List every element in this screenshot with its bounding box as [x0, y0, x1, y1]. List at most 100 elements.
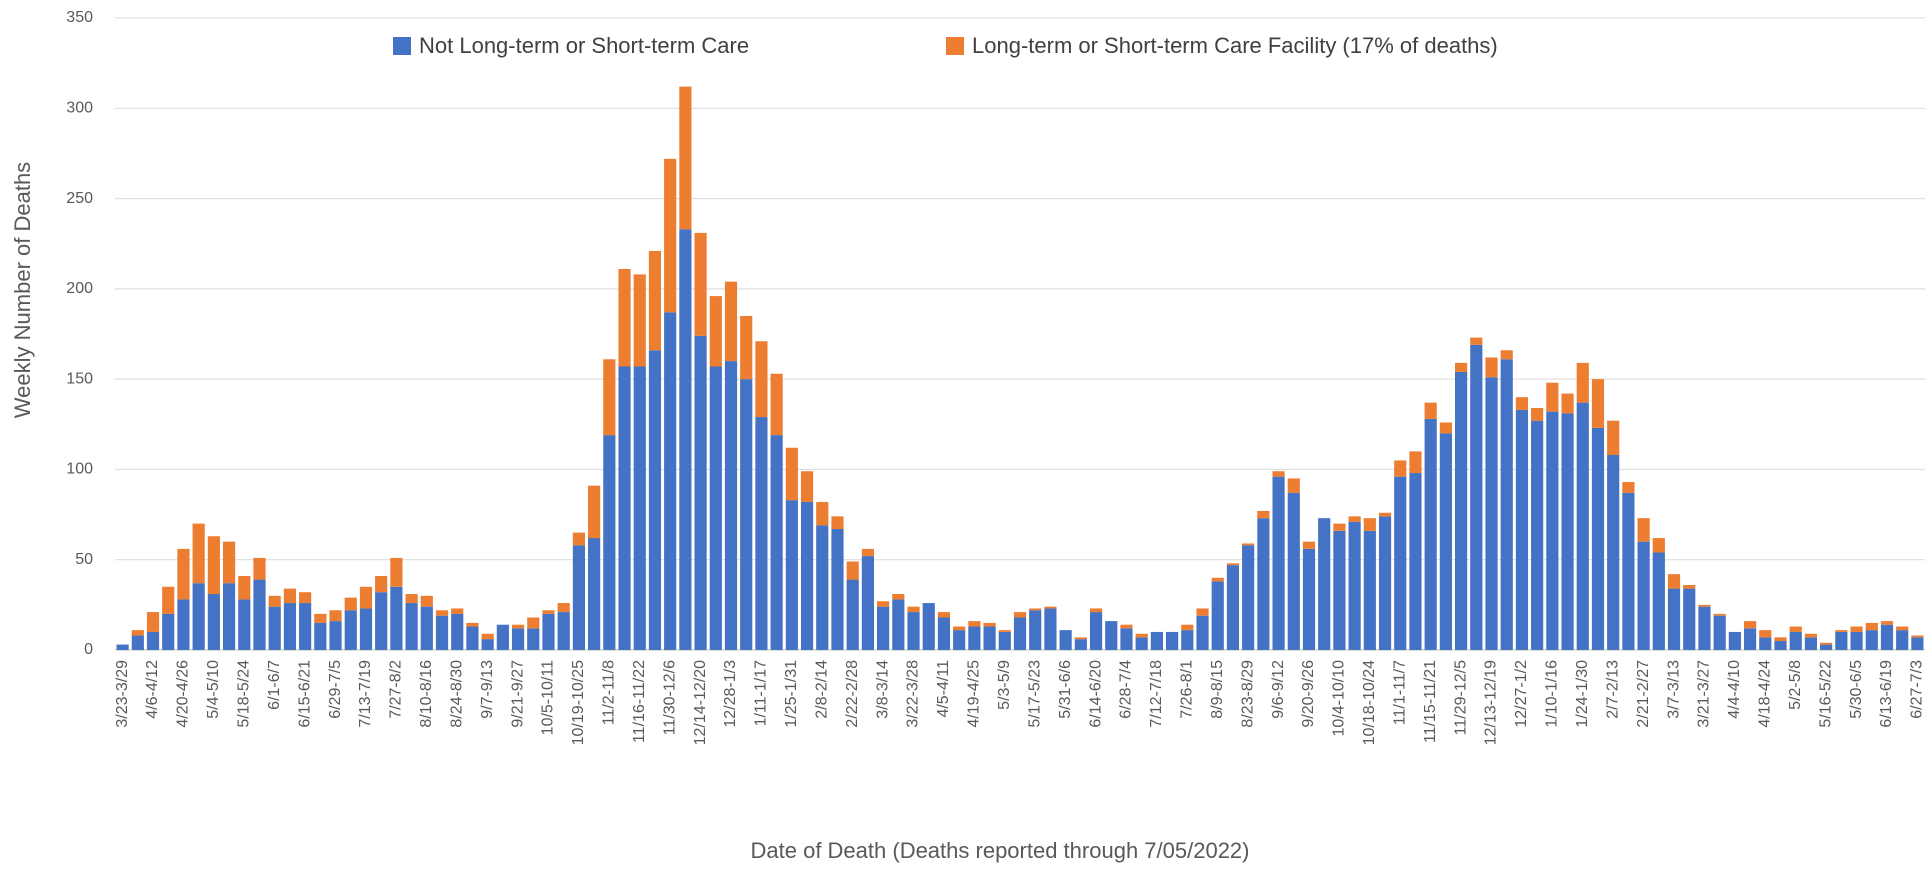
bar-segment [679, 86, 692, 230]
bar-segment [344, 597, 357, 611]
bar-segment [1667, 574, 1681, 589]
x-tick-label: 6/27-7/3 [1909, 660, 1926, 719]
bar-segment [1880, 621, 1894, 625]
bar-segment [1135, 637, 1148, 650]
bar-segment [1576, 362, 1589, 403]
bar-segment [1013, 617, 1027, 650]
bar-segment [466, 626, 479, 650]
bar-segment [1713, 615, 1726, 650]
bar-segment [877, 606, 890, 650]
bar-segment [664, 158, 677, 313]
x-tick-label: 6/1-6/7 [266, 660, 283, 710]
bar-segment [831, 529, 844, 650]
bar-segment [892, 594, 905, 600]
bar-segment [1029, 608, 1042, 611]
x-tick-label: 3/8-3/14 [874, 660, 891, 719]
bar-segment [268, 606, 281, 650]
bar-segment [1242, 543, 1255, 546]
bar-segment [846, 579, 859, 650]
bar-segment [983, 622, 996, 627]
bar-segment [1896, 626, 1909, 631]
bar-segment [937, 617, 951, 650]
bar-segment [1363, 530, 1376, 650]
bar-segment [1105, 621, 1118, 650]
bar-segment [1363, 518, 1376, 531]
x-tick-label: 2/8-2/14 [813, 660, 830, 719]
bar-segment [937, 612, 951, 618]
bar-segment [511, 624, 525, 629]
bar-segment [1272, 476, 1285, 650]
bar-segment [1074, 637, 1087, 640]
bar-segment [1515, 409, 1529, 650]
x-tick-label: 5/3-5/9 [996, 660, 1013, 710]
bar-segment [588, 538, 601, 650]
x-tick-label: 4/18-4/24 [1757, 660, 1774, 728]
bar-segment [785, 447, 798, 501]
bar-segment [177, 548, 190, 600]
bar-segment [542, 613, 555, 650]
y-tick-label: 100 [66, 461, 93, 478]
bar-segment [861, 548, 874, 557]
bar-segment [1455, 362, 1468, 372]
y-tick-label: 300 [66, 100, 93, 117]
bar-segment [953, 626, 966, 631]
bar-segment [1470, 344, 1483, 650]
bar-segment [1637, 518, 1650, 542]
legend-swatch [393, 37, 411, 55]
bar-segment [1439, 422, 1452, 434]
bar-segment [1591, 379, 1605, 428]
bar-segment [1896, 630, 1909, 650]
bar-segment [1318, 518, 1331, 650]
x-tick-label: 11/29-12/5 [1452, 660, 1469, 735]
bar-segment [329, 610, 342, 622]
bar-segment [1120, 628, 1133, 650]
x-tick-label: 3/23-3/29 [114, 660, 131, 728]
bar-segment [1515, 397, 1529, 410]
bar-segment [1333, 530, 1346, 650]
bar-segment [405, 594, 418, 604]
bar-segment [694, 335, 707, 650]
bar-segment [1744, 628, 1757, 650]
bar-segment [207, 536, 220, 595]
bar-segment [162, 613, 175, 650]
bar-segment [770, 373, 783, 436]
y-tick-label: 0 [84, 641, 93, 658]
x-tick-label: 12/28-1/3 [722, 660, 739, 728]
x-tick-label: 1/10-1/16 [1544, 660, 1561, 728]
bar-segment [1591, 427, 1605, 650]
bar-segment [314, 613, 327, 623]
x-tick-label: 4/20-4/26 [175, 660, 192, 728]
bar-segment [375, 575, 388, 593]
bar-segment [1211, 581, 1224, 650]
bar-segment [998, 631, 1011, 650]
bar-segment [1089, 612, 1103, 650]
bar-segment [572, 532, 585, 546]
x-tick-label: 10/19-10/25 [570, 660, 587, 746]
bar-segment [618, 366, 631, 650]
legend-swatch [946, 37, 964, 55]
bar-segment [1424, 418, 1437, 650]
bar-segment [1683, 584, 1696, 589]
bar-segment [861, 556, 874, 650]
bar-segment [451, 608, 464, 614]
bar-segment [1911, 635, 1924, 638]
bar-segment [892, 599, 905, 650]
bar-segment [496, 624, 509, 650]
bar-segment [435, 615, 449, 650]
x-tick-label: 8/9-8/15 [1209, 660, 1226, 719]
x-tick-label: 4/6-4/12 [144, 660, 161, 719]
bar-segment [1820, 642, 1833, 645]
x-tick-label: 7/27-8/2 [388, 660, 405, 719]
x-tick-label: 2/22-2/28 [844, 660, 861, 728]
bar-segment [222, 541, 236, 584]
x-tick-label: 11/2-11/8 [601, 660, 618, 725]
bar-segment [800, 501, 814, 650]
bar-segment [618, 268, 631, 367]
bar-segment [1561, 413, 1574, 650]
bar-segment [603, 359, 616, 436]
bar-segment [177, 599, 190, 650]
x-tick-label: 10/18-10/24 [1361, 660, 1378, 746]
x-tick-label: 4/5-4/11 [935, 660, 952, 718]
bar-segment [1409, 473, 1422, 650]
x-tick-label: 5/31-6/6 [1057, 660, 1074, 719]
